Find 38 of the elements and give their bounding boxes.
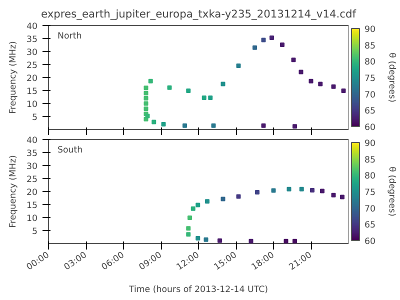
color-bar-label: 60	[364, 123, 376, 133]
color-bar-label: 75	[364, 74, 376, 84]
y-tick-label: 20	[26, 188, 38, 198]
y-axis-title: Frequency (MHz)	[8, 155, 18, 228]
y-tick-label: 5	[32, 113, 38, 123]
y-tick-label: 15	[26, 201, 38, 211]
color-bar-label: 65	[364, 220, 376, 231]
y-tick-label: 35	[26, 149, 38, 159]
y-tick-label: 40	[26, 136, 38, 146]
color-bar-label: 85	[364, 155, 376, 166]
color-bar-label: 80	[364, 58, 376, 68]
y-tick-label: 10	[26, 214, 38, 224]
color-bar-label: 70	[364, 204, 376, 214]
color-bar-title: θ (degrees)	[386, 166, 396, 216]
y-tick-label: 30	[26, 48, 38, 58]
color-bar-label: 85	[364, 41, 376, 52]
annotation: North	[58, 32, 82, 42]
y-tick-label: 25	[26, 175, 38, 185]
color-bar-label: 65	[364, 106, 376, 117]
y-tick-label: 5	[32, 227, 38, 237]
y-tick-label: 20	[26, 74, 38, 84]
y-tick-label: 15	[26, 87, 38, 97]
color-bar-label: 90	[364, 139, 376, 149]
color-bar-title: θ (degrees)	[386, 52, 396, 102]
y-tick-label: 25	[26, 61, 38, 71]
color-bar-label: 75	[364, 188, 376, 198]
color-bar-label: 90	[364, 25, 376, 35]
color-bar-label: 80	[364, 172, 376, 182]
color-bar-label: 60	[364, 237, 376, 247]
y-tick-label: 30	[26, 162, 38, 172]
color-bar-label: 70	[364, 90, 376, 100]
y-tick-label: 10	[26, 100, 38, 110]
chart-title: expres_earth_jupiter_europa_txka-y235_20131214_v14.cdf	[40, 8, 356, 20]
x-axis-title: Time (hours of 2013-12-14 UTC)	[128, 284, 268, 295]
annotation: South	[58, 146, 83, 156]
y-tick-label: 40	[26, 22, 38, 32]
y-axis-title: Frequency (MHz)	[8, 41, 18, 114]
y-tick-label: 35	[26, 35, 38, 45]
